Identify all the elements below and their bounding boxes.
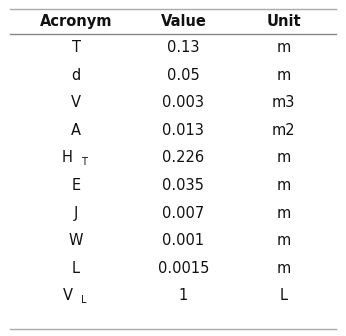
Text: 0.001: 0.001 — [162, 233, 204, 248]
Text: 0.003: 0.003 — [162, 95, 204, 110]
Text: m: m — [276, 178, 291, 193]
Text: V: V — [63, 288, 72, 303]
Text: m2: m2 — [272, 123, 295, 138]
Text: m: m — [276, 68, 291, 83]
Text: 0.035: 0.035 — [162, 178, 204, 193]
Text: m: m — [276, 261, 291, 276]
Text: 0.05: 0.05 — [167, 68, 200, 83]
Text: V: V — [71, 95, 81, 110]
Text: Acronym: Acronym — [40, 14, 112, 29]
Text: T: T — [72, 40, 81, 55]
Text: m3: m3 — [272, 95, 295, 110]
Text: Value: Value — [161, 14, 206, 29]
Text: 0.013: 0.013 — [162, 123, 204, 138]
Text: 0.13: 0.13 — [167, 40, 200, 55]
Text: E: E — [72, 178, 81, 193]
Text: m: m — [276, 151, 291, 165]
Text: Unit: Unit — [266, 14, 301, 29]
Text: L: L — [81, 295, 86, 305]
Text: A: A — [71, 123, 81, 138]
Text: 1: 1 — [179, 288, 188, 303]
Text: L: L — [280, 288, 288, 303]
Text: 0.007: 0.007 — [162, 206, 204, 220]
Text: m: m — [276, 206, 291, 220]
Text: d: d — [72, 68, 81, 83]
Text: m: m — [276, 233, 291, 248]
Text: H: H — [62, 151, 73, 165]
Text: 0.226: 0.226 — [162, 151, 204, 165]
Text: 0.0015: 0.0015 — [158, 261, 209, 276]
Text: W: W — [69, 233, 83, 248]
Text: L: L — [72, 261, 80, 276]
Text: T: T — [81, 157, 86, 167]
Text: m: m — [276, 40, 291, 55]
Text: J: J — [74, 206, 78, 220]
